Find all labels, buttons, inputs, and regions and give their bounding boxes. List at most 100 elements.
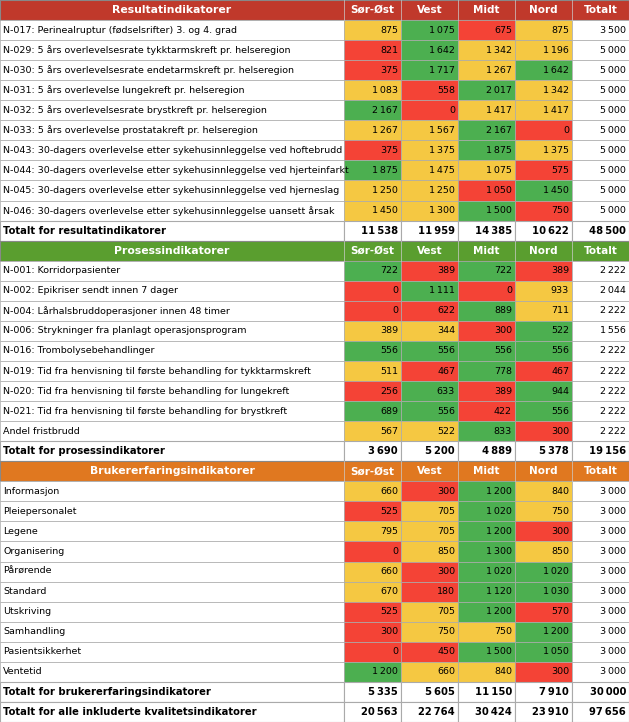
Bar [572, 542, 629, 562]
Bar [458, 301, 515, 321]
Bar [458, 521, 515, 542]
Bar [0, 240, 629, 261]
Bar [344, 100, 401, 121]
Text: 5 000: 5 000 [600, 126, 626, 135]
Text: 5 605: 5 605 [425, 687, 455, 697]
Text: 5 000: 5 000 [600, 186, 626, 195]
Bar [0, 662, 344, 682]
Text: 933: 933 [551, 287, 569, 295]
Bar [572, 321, 629, 341]
Text: 1 642: 1 642 [429, 45, 455, 55]
Bar [458, 40, 515, 60]
Bar [458, 261, 515, 281]
Bar [572, 521, 629, 542]
Text: Organisering: Organisering [3, 547, 64, 556]
Bar [458, 60, 515, 80]
Text: 2 222: 2 222 [600, 347, 626, 355]
Text: 1 475: 1 475 [429, 166, 455, 175]
Bar [515, 301, 572, 321]
Text: 3 000: 3 000 [600, 648, 626, 656]
Text: 3 000: 3 000 [600, 547, 626, 556]
Text: 1 196: 1 196 [543, 45, 569, 55]
Bar [344, 582, 401, 601]
Text: 567: 567 [380, 427, 398, 435]
Text: N-031: 5 års overlevelse lungekreft pr. helseregion: N-031: 5 års overlevelse lungekreft pr. … [3, 85, 245, 95]
Text: 5 000: 5 000 [600, 66, 626, 74]
Text: 3 000: 3 000 [600, 527, 626, 536]
Text: 0: 0 [392, 287, 398, 295]
Bar [0, 622, 344, 642]
Text: 0: 0 [392, 547, 398, 556]
Text: 689: 689 [380, 406, 398, 416]
Bar [401, 100, 458, 121]
Text: 840: 840 [494, 667, 512, 677]
Text: Sør-Øst: Sør-Øst [350, 5, 394, 15]
Bar [458, 381, 515, 401]
Text: 300: 300 [494, 326, 512, 336]
Bar [0, 100, 344, 121]
Text: 2 222: 2 222 [600, 266, 626, 275]
Text: Midt: Midt [473, 5, 500, 15]
Text: 1 200: 1 200 [543, 627, 569, 636]
Text: 11 150: 11 150 [475, 687, 512, 697]
Bar [401, 261, 458, 281]
Bar [515, 40, 572, 60]
Text: Totalt for alle inkluderte kvalitetsindikatorer: Totalt for alle inkluderte kvalitetsindi… [3, 707, 257, 717]
Text: Prosessindikatorer: Prosessindikatorer [114, 245, 230, 256]
Text: 778: 778 [494, 367, 512, 375]
Bar [401, 301, 458, 321]
Text: 622: 622 [437, 306, 455, 316]
Bar [572, 80, 629, 100]
Text: 5 200: 5 200 [425, 446, 455, 456]
Bar [0, 482, 344, 501]
Bar [344, 521, 401, 542]
Text: 750: 750 [551, 206, 569, 215]
Bar [0, 341, 344, 361]
Text: 1 030: 1 030 [543, 587, 569, 596]
Text: Nord: Nord [529, 245, 558, 256]
Bar [515, 582, 572, 601]
Bar [515, 521, 572, 542]
Text: 1 250: 1 250 [372, 186, 398, 195]
Text: 522: 522 [551, 326, 569, 336]
Bar [0, 501, 344, 521]
Text: 2 167: 2 167 [372, 106, 398, 115]
Text: 660: 660 [380, 487, 398, 496]
Bar [344, 40, 401, 60]
Text: 522: 522 [437, 427, 455, 435]
Text: 1 111: 1 111 [429, 287, 455, 295]
Bar [0, 261, 344, 281]
Bar [458, 140, 515, 160]
Bar [401, 321, 458, 341]
Bar [401, 361, 458, 381]
Bar [572, 180, 629, 201]
Text: Totalt for prosessindikatorer: Totalt for prosessindikatorer [3, 446, 165, 456]
Bar [515, 160, 572, 180]
Bar [0, 562, 344, 582]
Text: Sør-Øst: Sør-Øst [350, 245, 394, 256]
Bar [458, 702, 515, 722]
Bar [572, 582, 629, 601]
Bar [572, 421, 629, 441]
Bar [572, 281, 629, 301]
Bar [0, 361, 344, 381]
Text: 525: 525 [380, 607, 398, 616]
Bar [458, 662, 515, 682]
Text: 1 200: 1 200 [486, 527, 512, 536]
Text: 5 000: 5 000 [600, 166, 626, 175]
Text: 558: 558 [437, 86, 455, 95]
Bar [458, 201, 515, 221]
Bar [344, 160, 401, 180]
Bar [458, 501, 515, 521]
Text: Nord: Nord [529, 466, 558, 477]
Text: 11 538: 11 538 [361, 226, 398, 235]
Text: N-043: 30-dagers overlevelse etter sykehusinnleggelse ved hoftebrudd: N-043: 30-dagers overlevelse etter sykeh… [3, 146, 342, 155]
Bar [0, 582, 344, 601]
Text: N-032: 5 års overlevelsesrate brystkreft pr. helseregion: N-032: 5 års overlevelsesrate brystkreft… [3, 105, 267, 116]
Bar [572, 601, 629, 622]
Text: 0: 0 [392, 648, 398, 656]
Bar [0, 642, 344, 662]
Bar [344, 221, 401, 240]
Text: 300: 300 [551, 667, 569, 677]
Bar [515, 601, 572, 622]
